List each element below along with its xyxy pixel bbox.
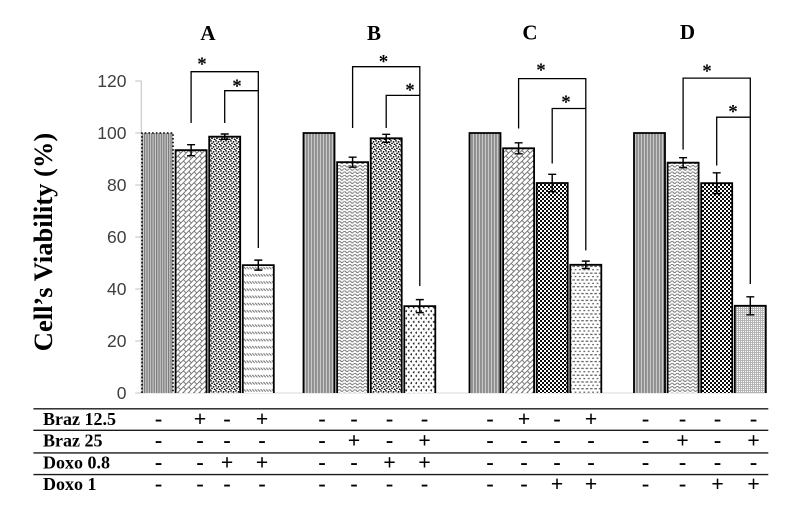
svg-text:+: + xyxy=(348,427,361,452)
svg-text:-: - xyxy=(421,471,428,496)
svg-text:+: + xyxy=(418,427,431,452)
svg-text:-: - xyxy=(520,471,527,496)
svg-text:*: * xyxy=(197,54,207,75)
svg-text:*: * xyxy=(561,92,571,113)
svg-text:-: - xyxy=(155,450,162,475)
svg-text:Cell’s Viability (%): Cell’s Viability (%) xyxy=(28,133,58,351)
svg-text:-: - xyxy=(350,450,357,475)
svg-text:Braz 25: Braz 25 xyxy=(43,430,102,450)
svg-text:B: B xyxy=(367,21,381,45)
svg-text:-: - xyxy=(155,471,162,496)
svg-text:-: - xyxy=(553,427,560,452)
svg-text:100: 100 xyxy=(97,123,126,143)
svg-text:Doxo 0.8: Doxo 0.8 xyxy=(43,453,110,473)
svg-text:20: 20 xyxy=(107,331,127,351)
svg-text:-: - xyxy=(223,406,230,431)
svg-text:-: - xyxy=(386,427,393,452)
svg-text:-: - xyxy=(679,450,686,475)
svg-text:-: - xyxy=(750,450,757,475)
svg-text:-: - xyxy=(196,471,203,496)
svg-text:Braz 12.5: Braz 12.5 xyxy=(43,409,116,429)
svg-text:-: - xyxy=(196,450,203,475)
svg-text:120: 120 xyxy=(97,71,126,91)
svg-text:-: - xyxy=(714,406,721,431)
svg-text:*: * xyxy=(379,52,389,73)
svg-text:-: - xyxy=(750,406,757,431)
svg-text:*: * xyxy=(728,102,738,123)
svg-text:*: * xyxy=(232,76,242,97)
svg-text:-: - xyxy=(486,450,493,475)
svg-text:+: + xyxy=(676,427,689,452)
svg-text:D: D xyxy=(680,20,695,44)
svg-text:-: - xyxy=(714,450,721,475)
svg-text:0: 0 xyxy=(117,383,127,403)
svg-text:-: - xyxy=(642,427,649,452)
svg-text:+: + xyxy=(585,471,598,496)
svg-text:-: - xyxy=(350,406,357,431)
svg-text:-: - xyxy=(421,406,428,431)
svg-text:-: - xyxy=(587,427,594,452)
svg-text:-: - xyxy=(679,406,686,431)
svg-text:-: - xyxy=(642,450,649,475)
svg-text:+: + xyxy=(221,450,234,475)
svg-text:-: - xyxy=(520,450,527,475)
svg-text:+: + xyxy=(551,471,564,496)
svg-text:80: 80 xyxy=(107,175,127,195)
svg-text:-: - xyxy=(318,471,325,496)
svg-text:-: - xyxy=(386,406,393,431)
svg-text:C: C xyxy=(522,21,537,45)
svg-text:*: * xyxy=(405,80,415,101)
svg-text:Doxo 1: Doxo 1 xyxy=(43,474,97,494)
svg-text:-: - xyxy=(642,406,649,431)
svg-text:-: - xyxy=(350,471,357,496)
svg-text:-: - xyxy=(486,471,493,496)
svg-text:-: - xyxy=(223,471,230,496)
svg-text:-: - xyxy=(553,450,560,475)
svg-text:-: - xyxy=(196,427,203,452)
svg-text:+: + xyxy=(747,427,760,452)
svg-text:-: - xyxy=(486,406,493,431)
svg-text:*: * xyxy=(536,60,546,81)
svg-text:+: + xyxy=(418,450,431,475)
svg-text:-: - xyxy=(486,427,493,452)
svg-text:+: + xyxy=(256,450,269,475)
svg-text:-: - xyxy=(520,427,527,452)
svg-text:-: - xyxy=(587,450,594,475)
svg-text:-: - xyxy=(679,471,686,496)
svg-text:+: + xyxy=(747,471,760,496)
svg-text:+: + xyxy=(383,450,396,475)
svg-text:+: + xyxy=(194,406,207,431)
svg-text:-: - xyxy=(258,427,265,452)
svg-text:-: - xyxy=(155,406,162,431)
svg-text:-: - xyxy=(318,427,325,452)
svg-text:*: * xyxy=(702,61,712,82)
svg-text:-: - xyxy=(642,471,649,496)
svg-text:+: + xyxy=(518,406,531,431)
svg-text:60: 60 xyxy=(107,227,127,247)
svg-text:-: - xyxy=(318,406,325,431)
svg-text:-: - xyxy=(714,427,721,452)
svg-text:-: - xyxy=(386,471,393,496)
svg-text:-: - xyxy=(223,427,230,452)
svg-text:+: + xyxy=(585,406,598,431)
svg-text:+: + xyxy=(711,471,724,496)
svg-text:40: 40 xyxy=(107,279,127,299)
svg-text:-: - xyxy=(553,406,560,431)
svg-text:+: + xyxy=(256,406,269,431)
svg-text:-: - xyxy=(155,427,162,452)
svg-text:-: - xyxy=(318,450,325,475)
svg-text:-: - xyxy=(258,471,265,496)
svg-text:A: A xyxy=(200,21,216,45)
